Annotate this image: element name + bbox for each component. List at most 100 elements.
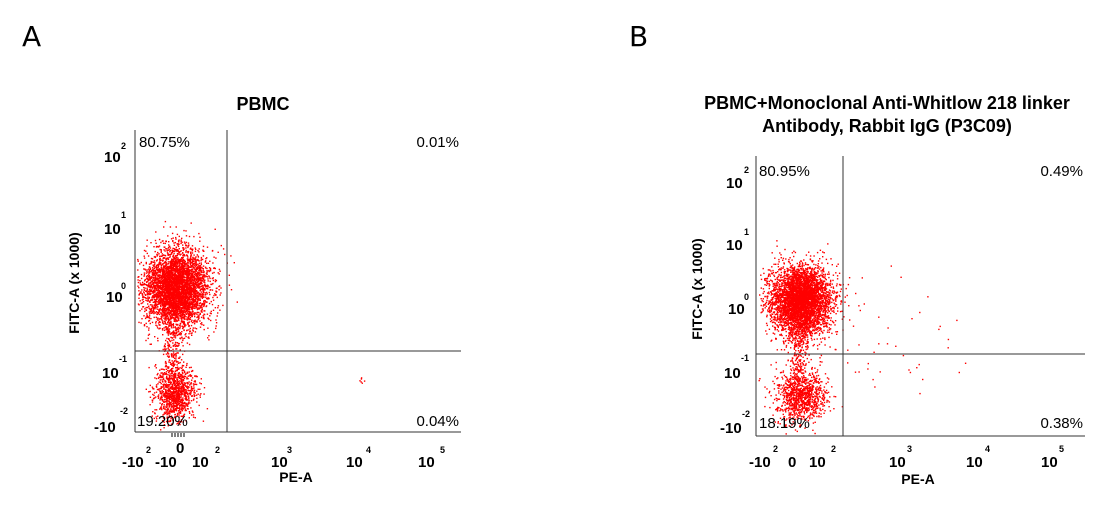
scatter-point <box>161 403 164 405</box>
scatter-point <box>155 295 158 298</box>
scatter-point <box>140 302 142 305</box>
scatter-point <box>169 226 172 228</box>
scatter-point <box>157 245 159 248</box>
scatter-point <box>193 294 195 296</box>
scatter-point <box>160 382 162 385</box>
scatter-point <box>190 296 193 298</box>
scatter-point <box>171 272 174 274</box>
scatter-point <box>236 301 238 303</box>
scatter-point <box>143 249 146 252</box>
scatter-point <box>167 287 169 290</box>
scatter-point <box>165 300 167 303</box>
scatter-point <box>173 273 176 276</box>
scatter-point <box>186 289 188 292</box>
scatter-point <box>199 295 201 297</box>
scatter-point <box>162 283 164 285</box>
scatter-point <box>154 305 157 308</box>
scatter-point <box>194 319 196 321</box>
scatter-point <box>190 297 193 299</box>
x-tick-label: 10 2 <box>192 445 220 471</box>
scatter-point <box>172 312 175 314</box>
scatter-point <box>178 243 180 245</box>
scatter-point <box>173 252 175 255</box>
scatter-point <box>185 245 188 247</box>
scatter-point <box>188 371 190 373</box>
scatter-point <box>154 308 156 310</box>
scatter-point <box>184 290 186 292</box>
scatter-point <box>175 276 177 278</box>
scatter-point <box>172 254 175 256</box>
scatter-point <box>169 261 171 263</box>
scatter-point <box>187 256 189 258</box>
scatter-point <box>193 314 196 316</box>
scatter-point <box>200 262 202 264</box>
scatter-point <box>167 280 169 282</box>
scatter-point <box>166 296 168 299</box>
scatter-point <box>196 304 199 306</box>
scatter-point <box>189 289 191 291</box>
scatter-point <box>159 297 161 299</box>
scatter-point <box>150 286 152 288</box>
scatter-point <box>179 349 181 351</box>
scatter-point <box>169 403 171 405</box>
scatter-point <box>176 304 179 307</box>
scatter-point <box>154 336 156 338</box>
scatter-point <box>170 272 172 274</box>
scatter-point <box>162 266 165 269</box>
scatter-point <box>149 311 152 313</box>
scatter-point <box>146 287 148 289</box>
scatter-point <box>168 281 170 283</box>
scatter-point <box>196 307 198 309</box>
scatter-point <box>139 263 141 265</box>
scatter-point <box>173 274 176 276</box>
scatter-point <box>175 391 177 393</box>
scatter-point <box>185 396 188 398</box>
scatter-point <box>158 238 161 241</box>
scatter-point <box>181 299 183 301</box>
scatter-point <box>185 333 187 335</box>
scatter-point <box>172 383 175 385</box>
scatter-point <box>215 325 217 327</box>
scatter-point <box>201 307 203 309</box>
scatter-point <box>167 313 169 315</box>
scatter-point <box>191 279 193 281</box>
scatter-point <box>141 283 143 286</box>
scatter-point <box>204 289 206 291</box>
scatter-point <box>211 303 214 306</box>
scatter-point <box>190 381 192 384</box>
scatter-point <box>146 314 148 317</box>
scatter-point <box>180 297 182 300</box>
scatter-point <box>166 308 168 310</box>
scatter-point <box>172 269 174 271</box>
scatter-point <box>166 271 168 274</box>
scatter-point <box>176 276 178 278</box>
scatter-point <box>143 268 145 270</box>
scatter-point <box>178 295 180 298</box>
scatter-point <box>193 305 196 307</box>
scatter-point <box>170 262 172 265</box>
scatter-point <box>197 307 200 309</box>
scatter-point <box>222 304 224 307</box>
scatter-point <box>145 272 148 274</box>
scatter-point <box>178 235 180 238</box>
scatter-point <box>228 284 231 286</box>
scatter-point <box>181 331 183 333</box>
scatter-point <box>149 304 152 306</box>
scatter-point <box>179 288 181 291</box>
scatter-point <box>201 322 203 324</box>
scatter-point <box>169 271 172 273</box>
scatter-point <box>146 300 148 302</box>
scatter-point <box>167 312 169 314</box>
scatter-point <box>143 274 146 276</box>
scatter-point <box>167 282 170 284</box>
scatter-point <box>187 277 189 280</box>
scatter-point <box>151 258 154 260</box>
scatter-point <box>147 255 150 257</box>
scatter-point <box>172 410 174 413</box>
scatter-point <box>174 397 177 400</box>
scatter-point <box>191 308 193 311</box>
scatter-point <box>153 307 155 309</box>
scatter-point <box>170 263 172 265</box>
scatter-point <box>170 270 172 272</box>
scatter-point <box>166 282 168 284</box>
